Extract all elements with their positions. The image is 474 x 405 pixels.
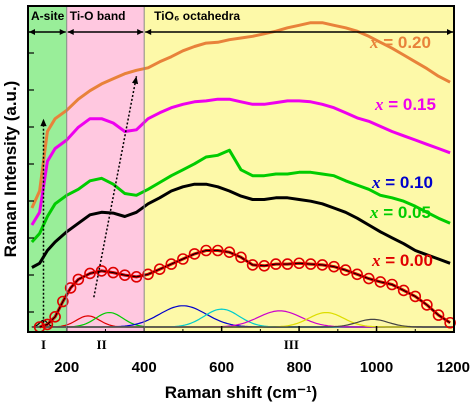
fit-marker — [421, 299, 433, 311]
fit-marker — [316, 259, 329, 271]
dotted-arrowhead-1 — [131, 76, 139, 85]
fit-marker — [165, 258, 178, 270]
x-tick-label-4: 1000 — [360, 359, 393, 376]
series-label-value: = 0.10 — [381, 173, 433, 192]
fit-marker — [351, 268, 363, 281]
fit-marker — [177, 253, 189, 265]
x-tick-label-3: 800 — [287, 359, 312, 376]
series-label-3: x = 0.05 — [369, 203, 431, 222]
series-label-variable: x — [369, 33, 379, 52]
fit-marker — [270, 258, 282, 270]
series-labels: x = 0.20x = 0.15x = 0.10x = 0.05x = 0.00 — [369, 33, 436, 270]
region-label-0: A-site — [31, 9, 65, 23]
fit-components — [31, 305, 453, 328]
fit-marker — [293, 257, 305, 270]
roman-label-2: III — [284, 337, 299, 352]
fit-markers — [33, 244, 456, 333]
fit-marker — [95, 265, 108, 277]
fit-marker — [200, 244, 212, 257]
fit-marker — [362, 272, 375, 285]
fit-marker — [281, 258, 294, 270]
series-label-variable: x — [371, 173, 381, 192]
fit-marker — [339, 264, 352, 276]
fit-marker — [119, 269, 131, 281]
fit-sum-line — [39, 250, 451, 328]
series-label-variable: x — [369, 203, 379, 222]
x-tick-label-2: 600 — [209, 359, 234, 376]
fit-marker — [374, 276, 387, 288]
series-label-value: = 0.20 — [379, 33, 431, 52]
fit-marker — [235, 251, 247, 264]
fit-marker — [246, 259, 259, 271]
x-tick-label-1: 400 — [132, 359, 157, 376]
fit-marker — [397, 284, 410, 297]
fit-marker — [41, 318, 54, 331]
series-label-variable: x — [371, 251, 381, 270]
fit-marker — [64, 282, 77, 294]
series-label-2: x = 0.10 — [371, 173, 433, 192]
axis-ticks: 200 400 600 800 1000 1200 — [27, 52, 470, 376]
region-label-2: TiO₆ octahedra — [154, 9, 240, 23]
fit-component-7 — [31, 318, 453, 328]
plot-frame — [27, 5, 455, 333]
fit-marker — [386, 278, 398, 291]
region-bg-1 — [66, 6, 145, 332]
series-line-4 — [30, 21, 451, 209]
fit-marker — [409, 290, 422, 303]
series-label-value: = 0.15 — [384, 95, 436, 114]
region-backgrounds — [28, 6, 454, 332]
y-axis-title: Raman Intensity (a.u.) — [1, 81, 20, 258]
series-line-1 — [30, 148, 451, 244]
fit-marker — [107, 266, 119, 279]
series-label-variable: x — [374, 95, 384, 114]
x-tick-label-0: 200 — [54, 359, 79, 376]
dotted-arrow-1 — [93, 76, 138, 298]
region-label-1: Ti-O band — [70, 9, 126, 23]
fit-marker — [142, 268, 154, 281]
roman-label-1: II — [97, 337, 107, 352]
series-label-value: = 0.00 — [381, 251, 433, 270]
fit-marker — [153, 263, 166, 276]
x-axis-title: Raman shift (cm⁻¹) — [165, 383, 318, 402]
fit-marker — [432, 309, 445, 321]
fit-marker — [188, 248, 201, 260]
series-label-value: = 0.05 — [379, 203, 431, 222]
fit-marker — [304, 258, 317, 270]
fit-marker — [211, 244, 224, 257]
region-bg-2 — [144, 6, 454, 332]
fit-marker — [49, 310, 61, 323]
fit-marker — [444, 316, 456, 329]
series-label-1: x = 0.15 — [374, 95, 436, 114]
series-label-0: x = 0.20 — [369, 33, 431, 52]
annotation-arrows — [40, 76, 139, 323]
fit-marker — [72, 273, 85, 286]
dotted-arrowhead-0 — [40, 118, 47, 127]
fit-marker — [130, 271, 143, 283]
fit-marker — [328, 260, 340, 273]
fit-marker — [84, 267, 96, 280]
fit-marker — [258, 259, 271, 272]
fit-marker — [223, 246, 236, 258]
series-label-4: x = 0.00 — [371, 251, 433, 270]
series-line-3 — [30, 97, 451, 226]
fit-marker — [57, 295, 69, 308]
x-tick-label-5: 1200 — [437, 359, 470, 376]
series-line-2 — [31, 182, 451, 269]
roman-label-0: I — [41, 337, 46, 352]
